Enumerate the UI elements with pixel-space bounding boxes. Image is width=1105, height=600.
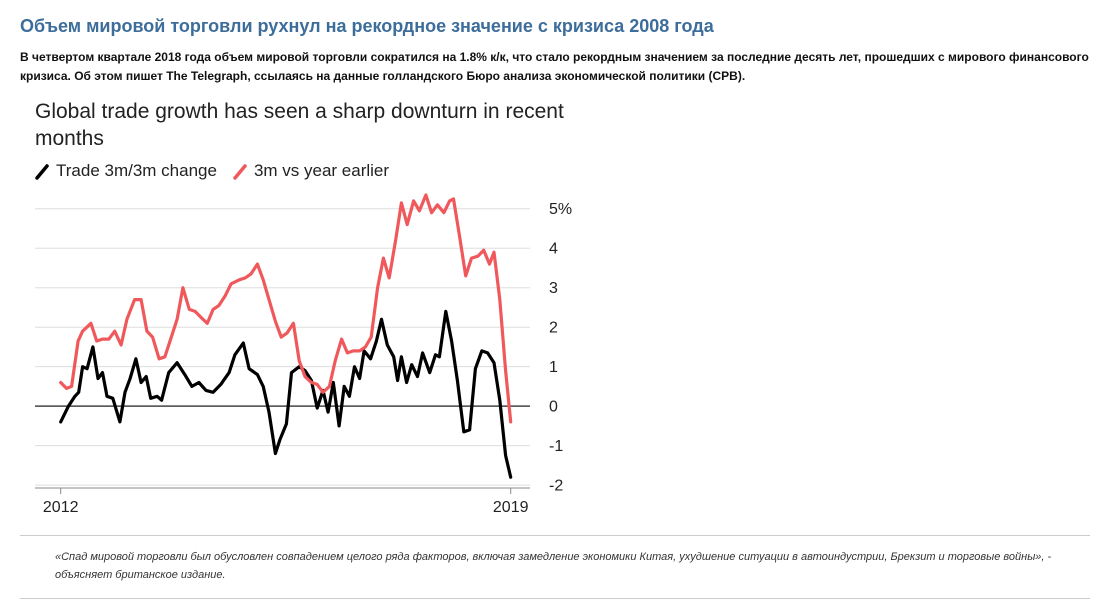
article-title: Объем мировой торговли рухнул на рекордн… xyxy=(20,16,714,36)
series-line xyxy=(59,309,513,479)
y-tick-label: 0 xyxy=(549,398,558,415)
y-tick-label: -2 xyxy=(549,477,563,494)
legend-swatch xyxy=(233,164,247,180)
y-tick-label: 2 xyxy=(549,319,558,336)
y-tick-label: -1 xyxy=(549,438,563,455)
legend-item: Trade 3m/3m change xyxy=(35,161,217,181)
legend-swatch xyxy=(35,164,49,180)
legend-marker xyxy=(35,164,49,180)
y-tick-label: 4 xyxy=(549,240,558,257)
quote: «Спад мировой торговли был обусловлен со… xyxy=(55,551,1052,581)
legend-label: 3m vs year earlier xyxy=(253,161,390,180)
legend-marker xyxy=(233,164,247,180)
x-tick-label: 2012 xyxy=(43,499,79,516)
series-line xyxy=(59,193,513,424)
legend: Trade 3m/3m change 3m vs year earlier xyxy=(35,161,389,181)
y-tick-label: 5% xyxy=(549,201,572,218)
divider xyxy=(20,598,1090,599)
y-tick-label: 1 xyxy=(549,359,558,376)
legend-label: Trade 3m/3m change xyxy=(56,161,217,180)
chart-title: Global trade growth has seen a sharp dow… xyxy=(35,100,564,150)
legend-item: 3m vs year earlier xyxy=(233,161,389,181)
lead-paragraph: В четвертом квартале 2018 года объем мир… xyxy=(20,50,1089,83)
x-tick-label: 2019 xyxy=(493,499,529,516)
y-tick-label: 3 xyxy=(549,280,558,297)
divider xyxy=(20,535,1090,536)
